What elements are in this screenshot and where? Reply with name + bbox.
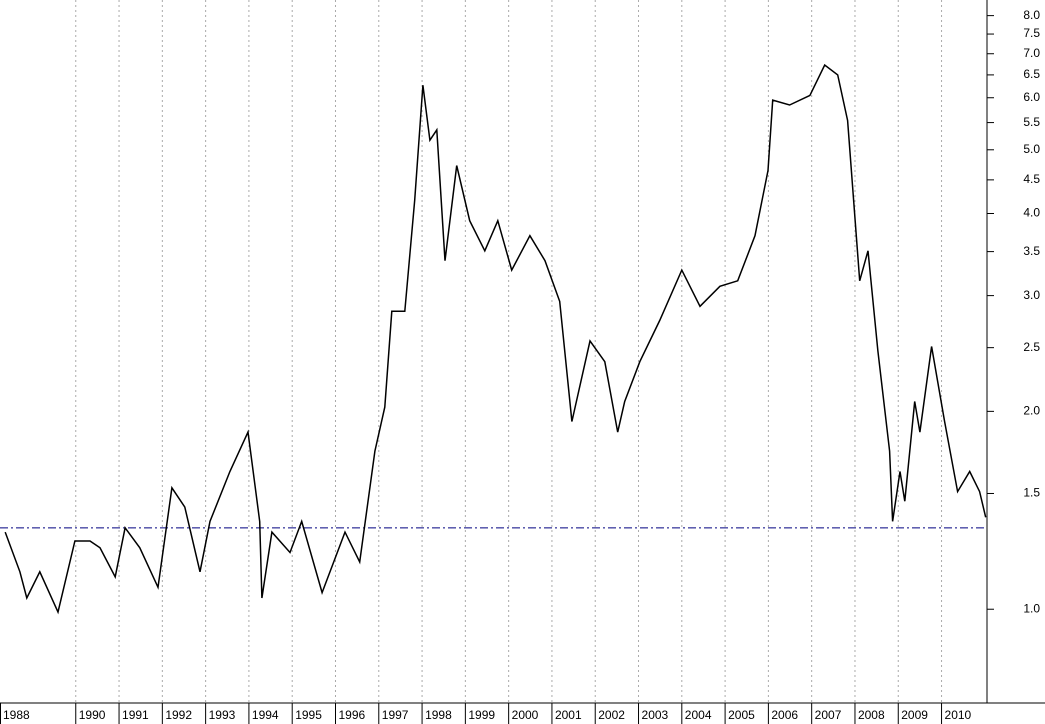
y-tick-label: 2.5 (1023, 340, 1040, 354)
y-tick-label: 7.0 (1023, 46, 1040, 60)
x-tick-label: 1998 (425, 708, 452, 722)
x-tick-label: 1997 (382, 708, 409, 722)
x-tick-label: 1991 (122, 708, 149, 722)
y-tick-label: 2.0 (1023, 404, 1040, 418)
x-tick-label: 1992 (165, 708, 192, 722)
x-tick-label: 1988 (3, 708, 30, 722)
y-tick-label: 5.0 (1023, 142, 1040, 156)
x-tick-label: 2008 (858, 708, 885, 722)
x-tick-label: 2010 (945, 708, 972, 722)
y-tick-label: 6.5 (1023, 67, 1040, 81)
x-tick-label: 2004 (685, 708, 712, 722)
y-tick-label: 3.5 (1023, 244, 1040, 258)
x-tick-label: 1990 (79, 708, 106, 722)
price-line (4, 63, 987, 615)
x-tick-label: 2003 (642, 708, 669, 722)
y-tick-label: 5.5 (1023, 115, 1040, 129)
x-tick-label: 2000 (512, 708, 539, 722)
x-tick-label: 1995 (295, 708, 322, 722)
x-tick-label: 1996 (338, 708, 365, 722)
x-tick-label: 2006 (771, 708, 798, 722)
x-tick-label: 1994 (252, 708, 279, 722)
y-tick-label: 8.0 (1023, 8, 1040, 22)
y-tick-label: 4.5 (1023, 172, 1040, 186)
y-tick-label: 3.0 (1023, 288, 1040, 302)
x-tick-label: 2009 (901, 708, 928, 722)
x-tick-label: 2001 (555, 708, 582, 722)
y-tick-label: 1.5 (1023, 486, 1040, 500)
y-tick-label: 4.0 (1023, 206, 1040, 220)
y-tick-label: 6.0 (1023, 90, 1040, 104)
x-tick-label: 1993 (209, 708, 236, 722)
x-tick-label: 2005 (728, 708, 755, 722)
x-tick-label: 2007 (815, 708, 842, 722)
x-tick-label: 2002 (598, 708, 625, 722)
y-tick-label: 1.0 (1023, 601, 1040, 615)
y-tick-label: 7.5 (1023, 26, 1040, 40)
x-tick-label: 1999 (468, 708, 495, 722)
